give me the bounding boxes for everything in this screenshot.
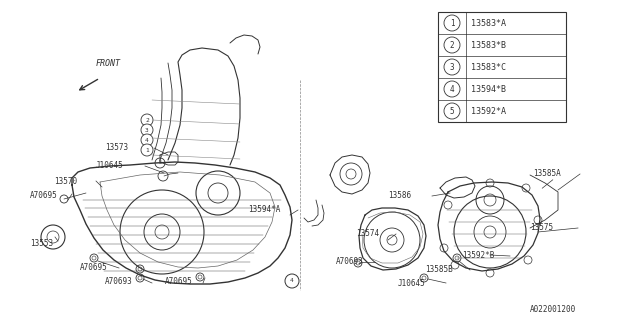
Text: 1: 1	[450, 19, 454, 28]
Text: A70693: A70693	[336, 258, 364, 267]
Text: 13573: 13573	[105, 143, 128, 153]
Text: A70695: A70695	[165, 277, 193, 286]
Text: 13583*C: 13583*C	[471, 62, 506, 71]
Text: 13594*B: 13594*B	[471, 84, 506, 93]
Text: 13592*B: 13592*B	[462, 252, 494, 260]
Text: 13592*A: 13592*A	[471, 107, 506, 116]
Circle shape	[444, 103, 460, 119]
Circle shape	[141, 124, 153, 136]
Text: A022001200: A022001200	[530, 306, 576, 315]
Circle shape	[444, 15, 460, 31]
Text: 13586: 13586	[388, 191, 411, 201]
Text: 13583*A: 13583*A	[471, 19, 506, 28]
Text: 5: 5	[450, 107, 454, 116]
Text: A70693: A70693	[105, 277, 132, 286]
Text: 13585B: 13585B	[425, 266, 452, 275]
Circle shape	[141, 144, 153, 156]
Circle shape	[60, 195, 68, 203]
Text: 13553: 13553	[30, 238, 53, 247]
Circle shape	[141, 114, 153, 126]
Text: 2: 2	[450, 41, 454, 50]
Text: A70695: A70695	[30, 190, 58, 199]
Text: A70695: A70695	[80, 263, 108, 273]
Text: 4: 4	[290, 278, 294, 284]
Text: 4: 4	[450, 84, 454, 93]
Text: 4: 4	[145, 138, 149, 142]
Text: 13574: 13574	[356, 229, 379, 238]
Circle shape	[285, 274, 299, 288]
Text: J10645: J10645	[96, 162, 124, 171]
Circle shape	[158, 171, 168, 181]
Circle shape	[444, 81, 460, 97]
Circle shape	[444, 59, 460, 75]
Text: 13585A: 13585A	[533, 170, 561, 179]
Text: 3: 3	[145, 127, 149, 132]
Text: FRONT: FRONT	[96, 59, 121, 68]
Text: 3: 3	[450, 62, 454, 71]
Text: 1: 1	[145, 148, 149, 153]
Circle shape	[444, 37, 460, 53]
Text: 13594*A: 13594*A	[248, 205, 280, 214]
Bar	[438, 12, 566, 122]
Text: 13570: 13570	[54, 177, 77, 186]
Text: J10645: J10645	[398, 279, 426, 289]
Text: 5: 5	[158, 161, 162, 165]
Circle shape	[141, 134, 153, 146]
Text: 2: 2	[145, 117, 149, 123]
Circle shape	[155, 158, 165, 168]
Text: 13583*B: 13583*B	[471, 41, 506, 50]
Text: 13575: 13575	[530, 223, 553, 233]
